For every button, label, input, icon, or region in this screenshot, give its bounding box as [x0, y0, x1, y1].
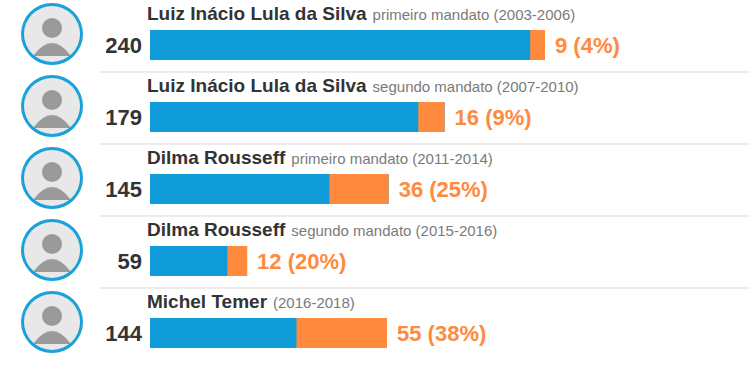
- portrait-head: [42, 234, 62, 254]
- part-label: 16 (9%): [455, 105, 532, 130]
- part-label: 12 (20%): [257, 249, 346, 274]
- portrait-head: [42, 18, 62, 38]
- bar-part: [530, 30, 545, 60]
- portrait-head: [42, 306, 62, 326]
- bar-part: [329, 174, 388, 204]
- portrait-ring: [21, 147, 83, 209]
- part-label: 55 (38%): [397, 321, 486, 346]
- portrait: [24, 150, 80, 206]
- portrait-body: [33, 187, 71, 200]
- name: Michel Temer: [147, 291, 268, 312]
- portrait-head: [42, 90, 62, 110]
- subtitle: primeiro mandato (2011-2014): [291, 150, 493, 167]
- total-label: 59: [118, 249, 142, 274]
- total-label: 145: [105, 177, 142, 202]
- bar-total: [150, 174, 389, 204]
- subtitle: segundo mandato (2007-2010): [373, 78, 579, 95]
- portrait-body: [33, 115, 71, 128]
- portrait-ring: [21, 75, 83, 137]
- subtitle: (2016-2018): [273, 294, 355, 311]
- part-label: 36 (25%): [399, 177, 488, 202]
- separator: [100, 72, 750, 73]
- name: Dilma Rousseff: [147, 219, 286, 240]
- subtitle: primeiro mandato (2003-2006): [373, 6, 576, 23]
- labels: Luiz Inácio Lula da Silva primeiro mandat…: [105, 3, 620, 346]
- total-label: 144: [105, 321, 142, 346]
- chart-svg: Luiz Inácio Lula da Silva primeiro mandat…: [0, 0, 750, 375]
- bar-total: [150, 102, 445, 132]
- name: Dilma Rousseff: [147, 147, 286, 168]
- bar-total: [150, 318, 387, 348]
- bar-total: [150, 30, 545, 60]
- total-label: 179: [105, 105, 142, 130]
- bar-part: [418, 102, 444, 132]
- portrait: [24, 294, 80, 350]
- name: Luiz Inácio Lula da Silva: [147, 75, 367, 96]
- bar-total: [150, 246, 247, 276]
- portrait-ring: [21, 3, 83, 65]
- portrait-body: [33, 43, 71, 56]
- separator: [100, 288, 750, 289]
- portrait-ring: [21, 219, 83, 281]
- subtitle: segundo mandato (2015-2016): [291, 222, 497, 239]
- portrait-ring: [21, 291, 83, 353]
- portrait: [24, 78, 80, 134]
- separator: [100, 144, 750, 145]
- bar-part: [296, 318, 387, 348]
- portrait: [24, 222, 80, 278]
- portrait-head: [42, 162, 62, 182]
- bar-part: [227, 246, 247, 276]
- separator: [100, 216, 750, 217]
- total-label: 240: [105, 33, 142, 58]
- portrait: [24, 6, 80, 62]
- part-label: 9 (4%): [555, 33, 620, 58]
- portrait-body: [33, 259, 71, 272]
- portrait-body: [33, 331, 71, 344]
- name: Luiz Inácio Lula da Silva: [147, 3, 367, 24]
- chart: Luiz Inácio Lula da Silva primeiro mandat…: [0, 0, 750, 375]
